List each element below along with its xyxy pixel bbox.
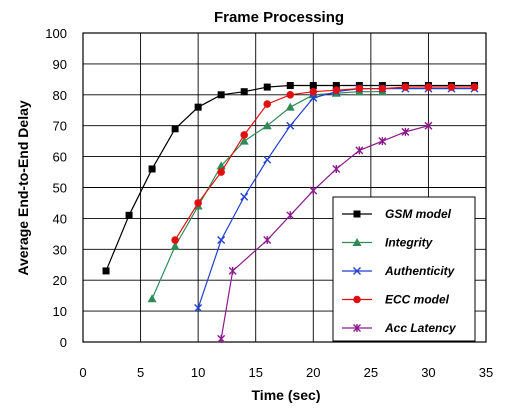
legend-label-acc-latency: Acc Latency <box>384 321 457 335</box>
data-point-ecc-model-3 <box>240 131 248 139</box>
legend-marker-ecc-model <box>353 295 361 304</box>
data-point-integrity-0 <box>147 294 157 303</box>
plot-area <box>82 32 487 343</box>
data-point-gsm-model-5 <box>217 91 225 99</box>
legend-marker-acc-latency <box>353 324 361 332</box>
data-point-gsm-model-7 <box>263 83 271 91</box>
legend-marker-integrity <box>352 238 362 246</box>
legend: GSM model Integrity Authenticity ECC model A… <box>332 196 476 342</box>
data-point-authenticity-4 <box>286 121 295 130</box>
legend-marker-authenticity <box>353 267 361 275</box>
legend-label-gsm-model: GSM model <box>385 207 452 221</box>
x-tick-label-3: 15 <box>248 365 262 380</box>
data-point-ecc-model-5 <box>286 91 295 99</box>
data-point-ecc-model-10 <box>401 83 410 91</box>
data-point-gsm-model-2 <box>148 165 156 173</box>
legend-item-gsm-model: GSM model <box>342 207 452 221</box>
data-point-acc-latency-0 <box>217 334 226 343</box>
y-tick-label-10: 100 <box>45 26 67 41</box>
data-point-ecc-model-8 <box>355 84 364 93</box>
y-tick-label-8: 80 <box>53 88 67 103</box>
data-point-authenticity-0 <box>194 304 203 313</box>
y-axis-label: Average End-to-End Delay <box>15 100 31 276</box>
y-tick-label-1: 10 <box>53 304 67 319</box>
data-point-gsm-model-0 <box>102 267 110 275</box>
x-tick-label-7: 35 <box>479 365 493 380</box>
y-tick-label-9: 90 <box>53 57 67 72</box>
legend-item-authenticity: Authenticity <box>342 264 456 278</box>
legend-box <box>332 196 476 342</box>
data-point-ecc-model-12 <box>447 83 456 91</box>
series-line-acc-latency <box>220 125 429 340</box>
x-tick-label-4: 20 <box>306 365 320 380</box>
data-point-acc-latency-5 <box>332 164 341 173</box>
data-point-acc-latency-8 <box>401 127 410 136</box>
legend-item-integrity: Integrity <box>342 236 434 250</box>
x-tick-label-5: 25 <box>364 365 378 380</box>
y-tick-label-4: 40 <box>53 211 67 226</box>
y-tick-label-5: 50 <box>53 181 67 196</box>
y-tick-label-2: 20 <box>53 273 67 288</box>
legend-label-authenticity: Authenticity <box>384 264 456 278</box>
data-point-authenticity-2 <box>240 192 249 201</box>
legend-label-integrity: Integrity <box>385 236 434 250</box>
x-tick-label-2: 10 <box>191 365 205 380</box>
data-point-ecc-model-0 <box>171 236 179 244</box>
series-line-ecc-model <box>174 86 475 241</box>
tick-labels: 0 10 20 30 40 50 60 70 80 90 100 0 5 10 15 20 25 30 35 <box>45 26 493 380</box>
data-point-integrity-6 <box>285 102 295 111</box>
x-tick-label-1: 5 <box>137 365 144 380</box>
y-tick-label-0: 0 <box>60 335 67 350</box>
legend-item-ecc-model: ECC model <box>342 293 450 307</box>
data-point-gsm-model-6 <box>240 88 248 96</box>
data-point-acc-latency-6 <box>355 146 364 155</box>
data-point-authenticity-3 <box>263 155 272 164</box>
data-point-integrity-5 <box>262 121 272 130</box>
y-tick-label-7: 70 <box>53 119 67 134</box>
legend-item-acc-latency: Acc Latency <box>342 321 457 335</box>
data-point-acc-latency-7 <box>378 137 387 146</box>
data-point-ecc-model-11 <box>424 83 433 91</box>
data-point-gsm-model-3 <box>171 125 179 133</box>
x-tick-label-6: 30 <box>421 365 435 380</box>
chart-title: Frame Processing <box>214 9 344 26</box>
data-point-integrity-4 <box>239 136 249 145</box>
data-point-ecc-model-9 <box>378 84 387 93</box>
data-point-ecc-model-7 <box>332 86 341 94</box>
data-point-authenticity-5 <box>309 93 318 102</box>
y-tick-label-3: 30 <box>53 242 67 257</box>
data-point-ecc-model-4 <box>263 100 272 108</box>
data-point-gsm-model-4 <box>194 103 202 111</box>
legend-marker-gsm-model <box>353 210 361 218</box>
data-point-ecc-model-2 <box>217 168 225 176</box>
data-point-ecc-model-1 <box>194 199 202 207</box>
data-point-gsm-model-1 <box>125 211 133 219</box>
data-point-gsm-model-8 <box>286 82 294 90</box>
data-point-acc-latency-9 <box>424 121 433 130</box>
data-point-ecc-model-6 <box>309 87 318 96</box>
data-point-ecc-model-13 <box>470 83 479 91</box>
legend-label-ecc-model: ECC model <box>385 293 450 307</box>
data-point-acc-latency-3 <box>286 211 295 220</box>
data-point-acc-latency-4 <box>309 186 318 195</box>
data-point-authenticity-1 <box>217 236 226 245</box>
data-point-gsm-model-9 <box>309 82 317 90</box>
data-point-integrity-1 <box>170 241 180 250</box>
data-point-acc-latency-1 <box>228 266 237 275</box>
series-layer <box>102 82 479 343</box>
series-acc-latency <box>217 121 433 343</box>
y-tick-label-6: 60 <box>53 150 67 165</box>
x-axis-label: Time (sec) <box>252 387 321 403</box>
data-point-acc-latency-2 <box>263 236 272 245</box>
x-tick-label-0: 0 <box>79 365 86 380</box>
series-ecc-model <box>171 83 479 244</box>
data-point-gsm-model-10 <box>332 82 340 90</box>
